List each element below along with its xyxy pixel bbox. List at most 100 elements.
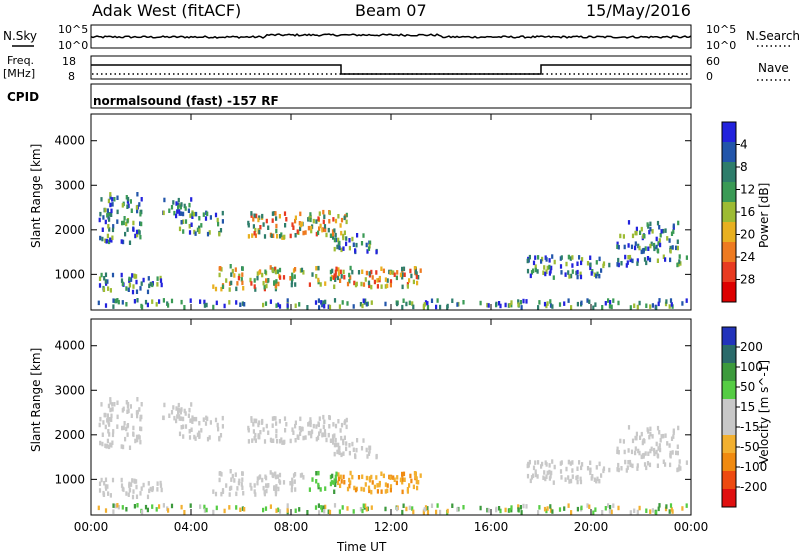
power-cell — [396, 270, 399, 275]
power-cell — [646, 256, 650, 261]
velocity-cell — [479, 505, 482, 511]
power-cell — [333, 237, 336, 243]
velocity-cell — [205, 507, 208, 513]
velocity-cell — [649, 431, 652, 437]
power-cell — [676, 262, 679, 268]
power-cell — [594, 302, 597, 307]
velocity-cell — [123, 421, 126, 426]
power-cell — [409, 268, 412, 274]
velocity-cell — [423, 507, 426, 512]
velocity-cell — [653, 451, 656, 457]
velocity-cell — [261, 418, 264, 424]
velocity-cell — [612, 503, 615, 508]
velocity-cell — [499, 508, 502, 514]
power-cell — [602, 263, 605, 269]
power-cell — [571, 263, 574, 268]
velocity-cell — [370, 474, 373, 480]
power-cell — [366, 249, 369, 254]
velocity-cell — [302, 475, 305, 480]
power-cell — [329, 269, 332, 275]
power-cell — [126, 204, 129, 209]
power-cell — [271, 268, 274, 273]
velocity-cell — [298, 426, 301, 431]
power-cell — [522, 298, 525, 304]
power-cell — [125, 286, 128, 291]
power-cell — [180, 220, 183, 225]
velocity-cell — [677, 467, 680, 472]
velocity-cell — [289, 438, 292, 444]
velocity-cell — [107, 403, 110, 409]
power-cell — [333, 284, 336, 289]
velocity-cell — [111, 440, 114, 445]
power-cell — [274, 283, 277, 288]
power-cell — [658, 238, 661, 243]
velocity-cell — [589, 460, 592, 465]
velocity-cell — [315, 436, 318, 442]
power-cell — [536, 269, 539, 274]
velocity-cell — [329, 481, 332, 487]
velocity-cell — [274, 471, 277, 477]
velocity-cell — [370, 489, 373, 495]
velocity-cell — [133, 504, 136, 509]
velocity-cell — [159, 480, 162, 486]
power-cell — [278, 304, 282, 309]
power-heatmap — [97, 192, 688, 310]
velocity-cell — [580, 505, 583, 511]
power-cell — [659, 242, 662, 248]
velocity-cell — [130, 413, 133, 418]
power-cell — [565, 261, 568, 267]
velocity-cell — [332, 422, 335, 427]
power-cell — [280, 232, 283, 237]
velocity-cell — [598, 478, 601, 484]
velocity-cell — [361, 474, 364, 479]
power-cell — [162, 298, 165, 303]
power-cell — [380, 266, 383, 271]
velocity-cell — [616, 467, 619, 472]
power-colorbar-label: Power [dB] — [757, 183, 771, 248]
power-cell — [570, 273, 573, 279]
velocity-cell — [336, 449, 339, 455]
power-cell — [338, 245, 341, 251]
velocity-cell — [348, 483, 351, 489]
power-cell — [435, 304, 438, 310]
velocity-cell — [203, 508, 206, 513]
velocity-cell — [265, 423, 268, 429]
colorbar-tick-label: 100 — [740, 360, 763, 374]
velocity-cell — [136, 397, 139, 402]
power-cell — [386, 283, 389, 289]
power-cell — [265, 283, 268, 289]
velocity-cell — [656, 453, 659, 458]
power-cell — [252, 224, 255, 229]
power-cell — [653, 242, 656, 248]
power-cell — [629, 257, 632, 263]
velocity-cell — [643, 439, 646, 444]
power-cell — [369, 240, 372, 245]
power-cell — [415, 274, 418, 280]
velocity-cell — [655, 510, 658, 515]
power-cell — [669, 257, 672, 263]
power-cell — [315, 219, 318, 224]
power-cell — [685, 298, 688, 303]
power-cell — [662, 254, 665, 259]
power-cell — [616, 262, 619, 267]
velocity-cell — [125, 426, 128, 432]
velocity-cell — [318, 416, 321, 421]
velocity-cell — [345, 417, 348, 423]
velocity-cell — [239, 507, 242, 512]
power-cell — [294, 282, 297, 287]
power-cell — [343, 275, 346, 280]
velocity-cell — [109, 400, 112, 405]
power-cell — [579, 271, 582, 277]
power-cell — [97, 300, 100, 306]
power-cell — [329, 233, 332, 238]
power-cell — [351, 236, 354, 242]
velocity-cell — [310, 430, 313, 436]
velocity-cell — [413, 471, 416, 476]
power-cell — [352, 242, 355, 247]
velocity-cell — [549, 508, 553, 513]
velocity-cell — [664, 462, 667, 467]
power-cell — [419, 268, 422, 273]
velocity-cell — [144, 504, 148, 510]
velocity-cell — [163, 402, 166, 408]
velocity-cell — [98, 488, 102, 493]
